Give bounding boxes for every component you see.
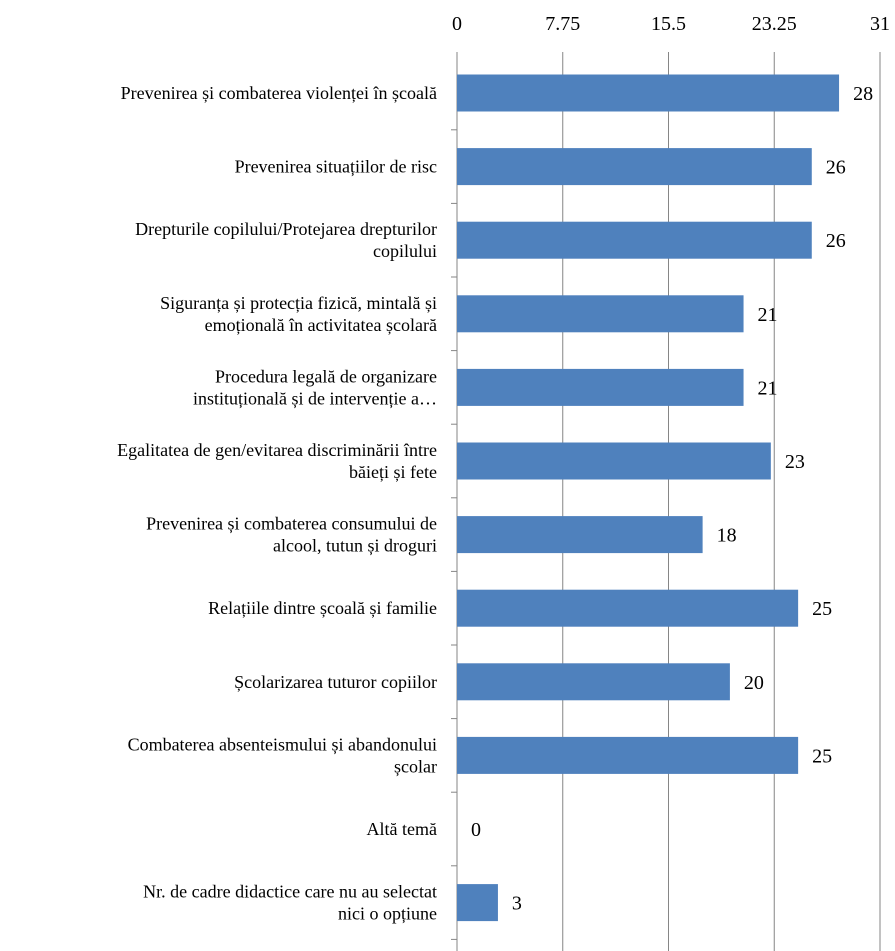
category-label: Siguranța și protecția fizică, mintală ș… xyxy=(160,293,437,313)
bar xyxy=(457,295,744,333)
category-label: Prevenirea situațiilor de risc xyxy=(235,157,437,177)
data-label: 20 xyxy=(744,672,764,694)
data-label: 26 xyxy=(826,230,846,252)
data-label: 18 xyxy=(717,525,737,547)
category-axis xyxy=(451,58,458,951)
category-label: Prevenirea și combaterea violenței în șc… xyxy=(121,83,437,103)
data-label: 3 xyxy=(512,893,522,915)
data-label: 21 xyxy=(758,377,778,399)
x-tick-label: 15.5 xyxy=(651,13,686,35)
category-label: băieți și fete xyxy=(349,462,437,482)
bar xyxy=(457,368,744,406)
category-label: școlar xyxy=(394,756,437,776)
category-labels: Prevenirea și combaterea violenței în șc… xyxy=(117,83,437,924)
bar xyxy=(457,74,840,112)
data-label: 25 xyxy=(812,598,832,620)
data-label: 25 xyxy=(812,745,832,767)
bars xyxy=(457,74,840,922)
x-tick-label: 7.75 xyxy=(545,13,580,35)
bar xyxy=(457,221,812,259)
data-labels: 28 26 26 21 21 23 18 25 20 25 0 3 xyxy=(471,83,873,915)
gridlines xyxy=(456,52,881,951)
x-tick-label: 31 xyxy=(870,13,890,35)
category-label: Drepturile copilului/Protejarea drepturi… xyxy=(135,219,437,239)
data-label: 23 xyxy=(785,451,805,473)
bar xyxy=(457,442,771,480)
category-label: Nr. de cadre didactice care nu au select… xyxy=(143,882,437,902)
x-tick-label: 0 xyxy=(452,13,462,35)
data-label: 26 xyxy=(826,157,846,179)
x-tick-label: 23.25 xyxy=(752,13,797,35)
category-label: Relațiile dintre școală și familie xyxy=(208,598,437,618)
category-label: alcool, tutun și droguri xyxy=(273,536,437,556)
category-label: Școlarizarea tuturor copiilor xyxy=(234,672,437,692)
data-label: 0 xyxy=(471,819,481,841)
category-label: instituțională și de intervenție a… xyxy=(193,388,437,408)
category-label: Combaterea absenteismului și abandonului xyxy=(128,734,437,754)
bar xyxy=(457,736,799,774)
category-label: nici o opțiune xyxy=(338,904,437,924)
bar xyxy=(457,884,498,922)
data-label: 21 xyxy=(758,304,778,326)
bar xyxy=(457,663,730,701)
category-label: Egalitatea de gen/evitarea discriminării… xyxy=(117,440,437,460)
category-label: copilului xyxy=(373,241,437,261)
bar xyxy=(457,589,799,627)
data-label: 28 xyxy=(853,83,873,105)
x-axis-ticks: 0 7.75 15.5 23.25 31 xyxy=(452,13,890,35)
bar xyxy=(457,516,703,554)
category-label: Prevenirea și combaterea consumului de xyxy=(146,514,437,534)
category-label: emoțională în activitatea școlară xyxy=(205,315,437,335)
bar xyxy=(457,148,812,186)
category-label: Procedura legală de organizare xyxy=(215,366,437,386)
category-label: Altă temă xyxy=(367,819,437,839)
